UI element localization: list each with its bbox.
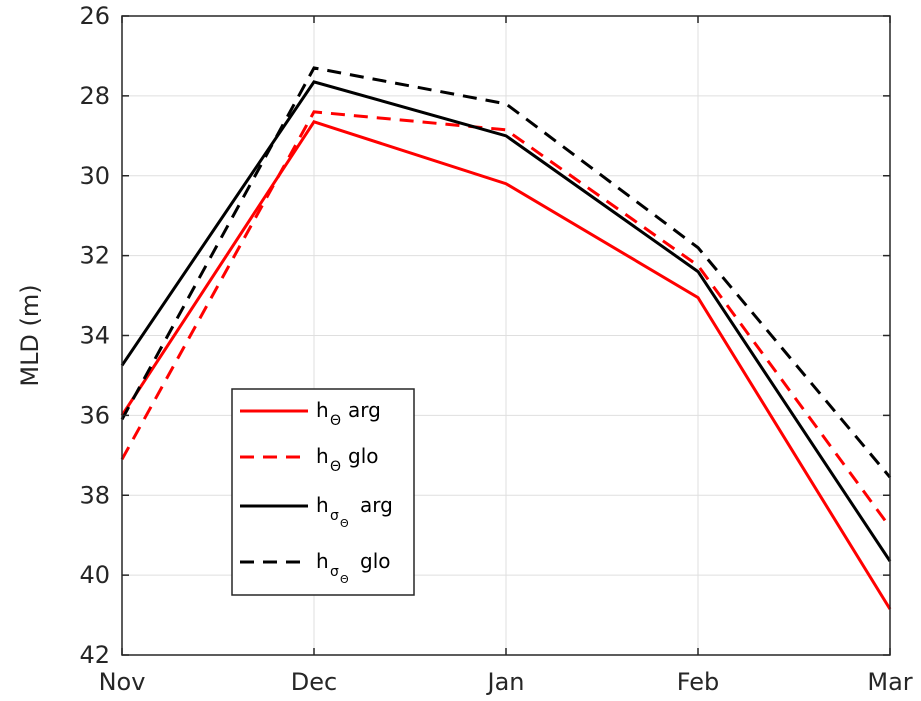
x-tick-label: Nov — [99, 668, 146, 696]
y-tick-label: 32 — [79, 242, 110, 270]
legend-label-subsubscript: Θ — [340, 573, 349, 586]
y-axis-title: MLD (m) — [16, 284, 44, 386]
legend-label-subscript: Θ — [330, 459, 341, 475]
legend-label-suffix: glo — [360, 549, 391, 573]
series-line-4 — [120, 66, 892, 479]
y-tick-label: 34 — [79, 322, 110, 350]
legend-label-main: h — [316, 398, 329, 422]
legend-label-suffix: glo — [348, 444, 379, 468]
series-line-3 — [120, 80, 892, 562]
y-tick-label: 36 — [79, 401, 110, 429]
y-tick-label: 28 — [79, 82, 110, 110]
legend-label-subscript: σ — [330, 564, 339, 580]
axis-tick-labels: Nov Dec Jan Feb Mar 26 28 30 32 34 36 38 40 42 — [79, 2, 912, 696]
y-tick-label: 26 — [79, 2, 110, 30]
y-tick-label: 40 — [79, 561, 110, 589]
x-tick-label: Feb — [677, 668, 720, 696]
series-line-1 — [120, 120, 892, 610]
series-lines — [120, 66, 892, 610]
legend-label-subscript: σ — [330, 508, 339, 524]
y-tick-label: 42 — [79, 641, 110, 669]
legend-label-main: h — [316, 493, 329, 517]
x-tick-label: Dec — [291, 668, 337, 696]
legend-box — [231, 388, 415, 596]
legend-label-main: h — [316, 549, 329, 573]
legend-label-suffix: arg — [348, 398, 381, 422]
series-line-2 — [120, 110, 892, 529]
y-tick-label: 38 — [79, 481, 110, 509]
y-tick-label: 30 — [79, 162, 110, 190]
legend-label-main: h — [316, 444, 329, 468]
axis-ticks — [121, 15, 891, 656]
legend-label-suffix: arg — [360, 493, 393, 517]
x-tick-label: Jan — [486, 668, 525, 696]
legend-label-subscript: Θ — [330, 413, 341, 429]
legend-label-subsubscript: Θ — [340, 517, 349, 530]
x-tick-label: Mar — [867, 668, 912, 696]
